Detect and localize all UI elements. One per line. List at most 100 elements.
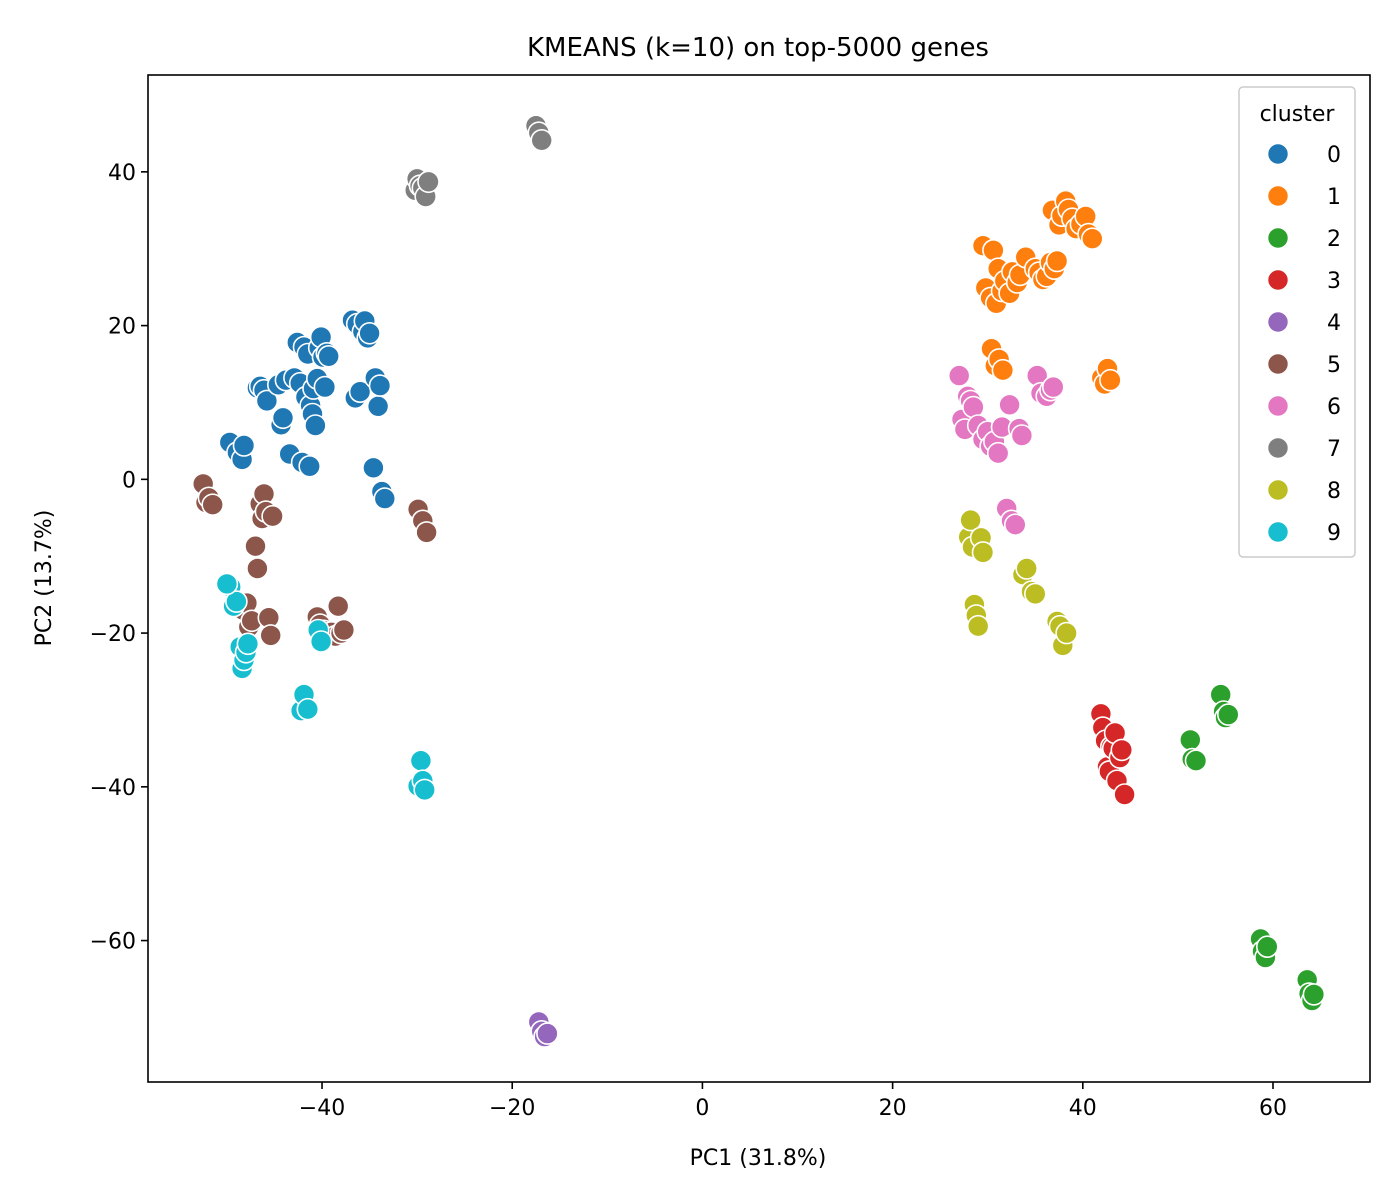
point-cluster-0 (232, 434, 256, 457)
point-cluster-2 (1256, 935, 1279, 959)
point-cluster-2 (1302, 983, 1326, 1006)
point-cluster-8 (959, 508, 982, 532)
legend-label-8: 8 (1327, 479, 1341, 504)
point-cluster-6 (986, 441, 1010, 465)
point-cluster-8 (971, 541, 995, 564)
legend-label-3: 3 (1327, 269, 1341, 294)
point-cluster-0 (358, 321, 381, 345)
legend-marker-0 (1266, 142, 1290, 166)
point-cluster-0 (313, 375, 337, 399)
point-cluster-9 (296, 697, 320, 721)
legend-marker-6 (1266, 394, 1290, 418)
legend-label-2: 2 (1327, 227, 1341, 252)
point-cluster-9 (309, 630, 333, 653)
point-cluster-0 (373, 487, 397, 510)
y-tick-label: 40 (108, 161, 136, 186)
point-cluster-0 (271, 406, 295, 430)
point-cluster-3 (1113, 783, 1136, 806)
point-cluster-1 (1045, 249, 1069, 273)
point-cluster-8 (966, 614, 990, 638)
point-cluster-0 (366, 394, 390, 418)
point-cluster-8 (1015, 557, 1038, 580)
point-cluster-1 (982, 239, 1005, 262)
point-cluster-4 (536, 1022, 559, 1045)
legend-items: 0 1 2 3 4 5 6 7 8 9 (1266, 142, 1341, 546)
point-cluster-5 (259, 624, 283, 647)
legend-marker-9 (1266, 520, 1290, 544)
points-layer (191, 114, 1326, 1048)
point-cluster-2 (1179, 728, 1202, 752)
legend: cluster 0 1 2 3 4 5 6 7 8 9 (1238, 86, 1356, 558)
point-cluster-5 (246, 557, 269, 580)
point-cluster-9 (225, 590, 248, 613)
x-tick-label: 20 (879, 1096, 907, 1121)
legend-marker-7 (1266, 436, 1290, 460)
point-cluster-9 (236, 632, 260, 656)
point-cluster-2 (1184, 749, 1208, 773)
x-tick-label: 40 (1069, 1096, 1097, 1121)
legend-label-4: 4 (1327, 311, 1341, 336)
x-tick-label: 60 (1259, 1096, 1287, 1121)
y-tick-label: −40 (90, 776, 136, 801)
legend-box (1238, 86, 1356, 558)
legend-title: cluster (1260, 102, 1336, 127)
x-axis-ticks: −40 −20 0 20 40 60 (299, 1082, 1287, 1121)
point-cluster-6 (1010, 424, 1034, 447)
point-cluster-1 (991, 358, 1015, 382)
point-cluster-5 (326, 594, 350, 618)
legend-marker-8 (1266, 478, 1290, 502)
point-cluster-0 (362, 456, 385, 480)
legend-marker-1 (1266, 184, 1290, 208)
point-cluster-5 (244, 534, 267, 558)
y-tick-label: 0 (122, 468, 136, 493)
point-cluster-0 (255, 389, 279, 413)
point-cluster-6 (1042, 375, 1065, 399)
plot-frame (147, 74, 1371, 1083)
legend-label-9: 9 (1327, 521, 1341, 546)
point-cluster-7 (417, 170, 440, 194)
point-cluster-7 (530, 129, 554, 152)
legend-label-7: 7 (1327, 437, 1341, 462)
point-cluster-0 (317, 344, 341, 368)
point-cluster-1 (1081, 227, 1104, 250)
x-tick-label: −40 (299, 1096, 345, 1121)
point-cluster-2 (1217, 703, 1240, 726)
y-tick-label: −60 (90, 930, 136, 955)
legend-label-5: 5 (1327, 353, 1341, 378)
point-cluster-6 (1003, 513, 1027, 537)
point-cluster-6 (998, 393, 1021, 417)
point-cluster-9 (215, 572, 239, 596)
y-tick-label: 20 (108, 315, 136, 340)
y-axis-label: PC2 (13.7%) (32, 510, 57, 647)
legend-label-1: 1 (1327, 185, 1341, 210)
legend-marker-2 (1266, 226, 1290, 250)
point-cluster-9 (409, 749, 433, 773)
x-tick-label: 0 (695, 1096, 709, 1121)
legend-marker-4 (1266, 310, 1290, 334)
point-cluster-9 (413, 778, 437, 802)
x-axis-label: PC1 (31.8%) (690, 1146, 827, 1171)
point-cluster-5 (261, 504, 284, 528)
point-cluster-6 (947, 364, 971, 387)
point-cluster-0 (298, 454, 322, 478)
point-cluster-6 (962, 395, 985, 419)
legend-label-6: 6 (1327, 395, 1341, 420)
point-cluster-5 (332, 618, 356, 642)
y-tick-label: −20 (90, 622, 136, 647)
chart-title: KMEANS (k=10) on top-5000 genes (527, 33, 989, 63)
x-tick-label: −20 (489, 1096, 535, 1121)
point-cluster-1 (1099, 368, 1122, 392)
point-cluster-5 (415, 521, 438, 544)
point-cluster-8 (1055, 621, 1078, 645)
point-cluster-5 (201, 493, 224, 517)
legend-marker-5 (1266, 352, 1290, 376)
legend-marker-3 (1266, 268, 1290, 292)
y-axis-ticks: −60 −40 −20 0 20 40 (90, 161, 148, 955)
legend-label-0: 0 (1327, 143, 1341, 168)
point-cluster-0 (368, 374, 392, 397)
point-cluster-3 (1110, 738, 1134, 762)
point-cluster-8 (1024, 582, 1047, 606)
point-cluster-0 (304, 414, 327, 437)
